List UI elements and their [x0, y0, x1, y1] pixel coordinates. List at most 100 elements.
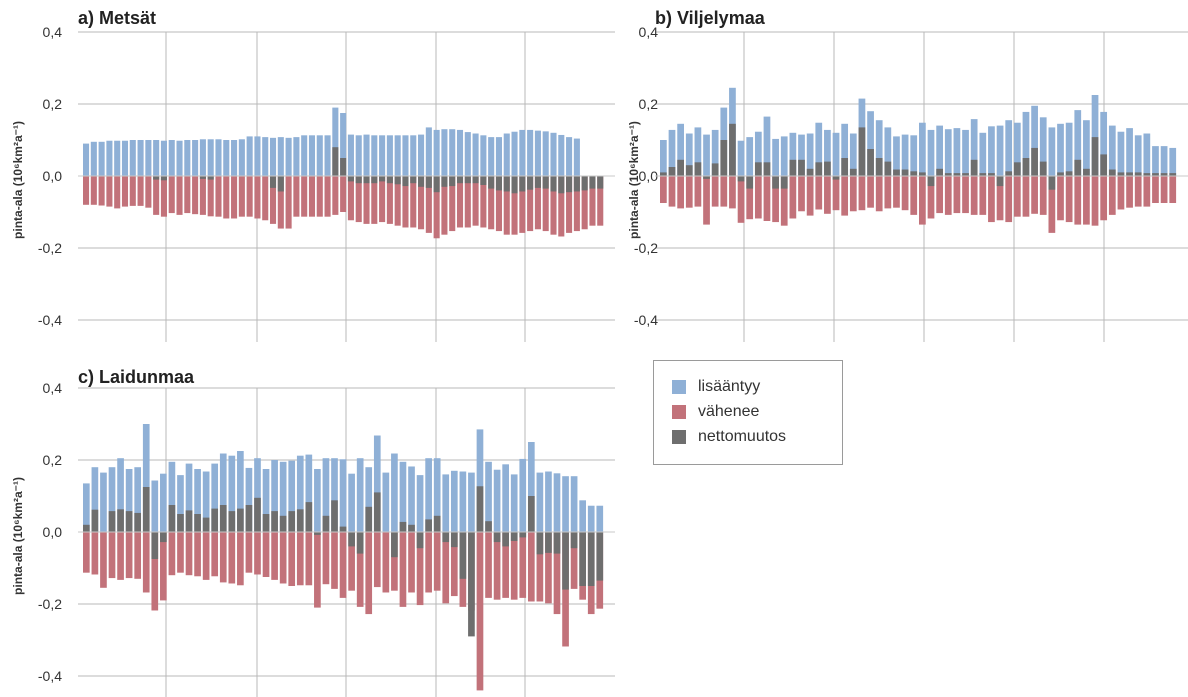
- bar-vahenee: [677, 176, 685, 209]
- bar-lisaantyy: [271, 460, 278, 532]
- bar-lisaantyy: [293, 137, 300, 176]
- bar-vahenee: [100, 532, 107, 588]
- y-tick-label: -0,2: [38, 596, 62, 612]
- bar-vahenee: [199, 176, 206, 215]
- bar-nettomuutos: [254, 497, 261, 532]
- bar-nettomuutos: [519, 176, 526, 192]
- bar-vahenee: [711, 176, 719, 207]
- bar-vahenee: [832, 176, 840, 211]
- legend-item-nettomuutos: nettomuutos: [654, 424, 842, 449]
- bar-nettomuutos: [927, 176, 935, 187]
- bar-nettomuutos: [944, 173, 952, 176]
- bar-nettomuutos: [1117, 172, 1125, 176]
- bar-nettomuutos: [884, 161, 892, 176]
- bar-nettomuutos: [1143, 173, 1151, 176]
- bar-lisaantyy: [231, 140, 238, 176]
- bar-lisaantyy: [677, 123, 685, 176]
- bar-nettomuutos: [202, 517, 210, 532]
- bar-vahenee: [408, 532, 415, 593]
- bar-lisaantyy: [331, 458, 338, 532]
- bar-lisaantyy: [832, 132, 840, 176]
- bar-vahenee: [927, 176, 935, 219]
- bar-nettomuutos: [277, 176, 284, 192]
- bar-vahenee: [160, 176, 167, 217]
- bar-lisaantyy: [219, 453, 227, 532]
- bar-nettomuutos: [901, 169, 909, 176]
- bar-vahenee: [285, 176, 292, 229]
- bar-vahenee: [1134, 176, 1142, 207]
- bar-lisaantyy: [324, 135, 331, 176]
- bar-nettomuutos: [476, 486, 484, 532]
- bar-lisaantyy: [106, 140, 113, 176]
- bar-lisaantyy: [379, 135, 386, 176]
- bar-vahenee: [365, 532, 373, 615]
- bar-nettomuutos: [418, 176, 425, 187]
- bar-nettomuutos: [566, 176, 573, 193]
- bar-vahenee: [117, 532, 124, 580]
- bar-vahenee: [207, 176, 214, 217]
- bar-nettomuutos: [495, 176, 503, 191]
- bar-nettomuutos: [910, 171, 918, 176]
- bar-lisaantyy: [1152, 146, 1159, 176]
- bar-nettomuutos: [511, 176, 518, 194]
- bar-nettomuutos: [332, 147, 339, 176]
- bar-nettomuutos: [703, 176, 710, 179]
- bar-nettomuutos: [542, 176, 549, 189]
- bar-lisaantyy: [399, 461, 407, 532]
- bar-lisaantyy: [841, 123, 849, 176]
- bar-nettomuutos: [160, 176, 167, 181]
- bar-vahenee: [106, 176, 113, 207]
- bar-vahenee: [737, 176, 745, 223]
- bar-lisaantyy: [194, 469, 201, 532]
- bar-lisaantyy: [145, 140, 152, 176]
- bar-vahenee: [114, 176, 121, 209]
- bar-nettomuutos: [1100, 154, 1108, 176]
- bar-nettomuutos: [314, 532, 321, 535]
- bar-vahenee: [858, 176, 866, 211]
- bar-vahenee: [363, 176, 370, 224]
- bar-vahenee: [597, 176, 604, 226]
- bar-lisaantyy: [1143, 133, 1151, 176]
- bar-nettomuutos: [488, 176, 495, 189]
- bar-nettomuutos: [789, 159, 797, 176]
- bar-lisaantyy: [901, 134, 909, 176]
- bar-nettomuutos: [502, 532, 509, 547]
- bar-nettomuutos: [536, 532, 544, 555]
- bar-nettomuutos: [720, 140, 728, 176]
- bar-nettomuutos: [160, 532, 167, 543]
- bar-lisaantyy: [570, 476, 578, 532]
- bar-vahenee: [685, 176, 693, 208]
- bar-lisaantyy: [83, 143, 90, 176]
- bar-vahenee: [480, 176, 487, 228]
- bar-lisaantyy: [355, 135, 362, 176]
- bar-vahenee: [570, 532, 578, 589]
- bar-lisaantyy: [519, 458, 527, 532]
- bar-vahenee: [841, 176, 849, 216]
- bar-lisaantyy: [472, 133, 479, 176]
- y-axis-label: pinta-ala (10⁶km²a⁻¹): [627, 121, 641, 239]
- bar-vahenee: [425, 532, 432, 593]
- bar-vahenee: [1083, 176, 1090, 225]
- bar-nettomuutos: [355, 176, 362, 184]
- bar-lisaantyy: [177, 475, 184, 532]
- legend-swatch-lisaantyy: [672, 379, 686, 394]
- bar-vahenee: [83, 532, 90, 573]
- bar-lisaantyy: [996, 125, 1004, 176]
- panel-title: c) Laidunmaa: [78, 367, 195, 387]
- bar-vahenee: [534, 176, 541, 230]
- bar-lisaantyy: [305, 454, 313, 532]
- bar-nettomuutos: [553, 532, 561, 554]
- bar-nettomuutos: [480, 176, 487, 185]
- bar-vahenee: [772, 176, 779, 223]
- bar-vahenee: [296, 532, 304, 586]
- bar-lisaantyy: [442, 474, 450, 532]
- bar-nettomuutos: [433, 176, 440, 193]
- bar-vahenee: [301, 176, 308, 217]
- bar-vahenee: [729, 176, 736, 209]
- bar-vahenee: [456, 176, 464, 228]
- bar-vahenee: [410, 176, 417, 228]
- bar-vahenee: [503, 176, 510, 235]
- bar-nettomuutos: [979, 173, 987, 176]
- bar-lisaantyy: [1039, 117, 1047, 176]
- bar-vahenee: [1108, 176, 1116, 215]
